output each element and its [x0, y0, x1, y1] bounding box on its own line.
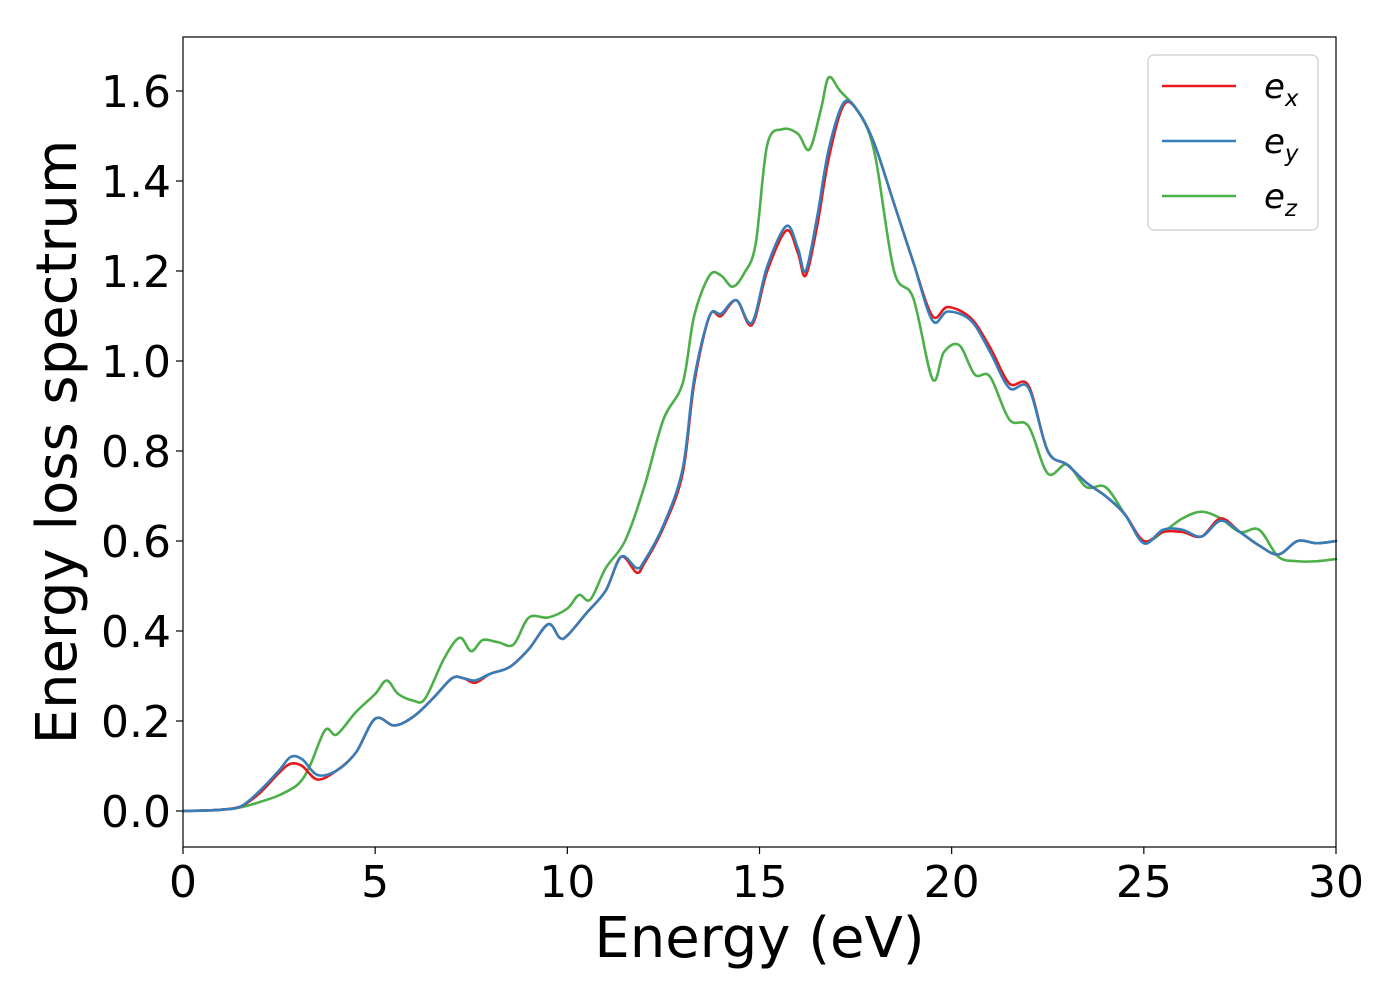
y-tick-label: 0.2	[101, 697, 171, 748]
y-tick-label: 1.4	[101, 157, 171, 208]
x-tick-label: 0	[169, 857, 197, 908]
series-line-ez	[181, 75, 1338, 813]
y-tick-label: 0.0	[101, 787, 171, 838]
legend-label-ex: ex	[1264, 67, 1299, 112]
plot-background	[183, 37, 1336, 847]
legend-label-base: e	[1264, 67, 1285, 107]
y-axis-ticks: 0.0 0.2 0.4 0.6 0.8 1.0 1.2 1.4 1.6	[101, 67, 183, 838]
legend-label-subscript: x	[1284, 86, 1299, 112]
legend-label-subscript: z	[1284, 196, 1298, 222]
x-tick-label: 5	[361, 857, 389, 908]
y-axis-label: Energy loss spectrum	[25, 140, 90, 745]
x-tick-label: 10	[539, 857, 595, 908]
x-tick-label: 20	[924, 857, 980, 908]
y-tick-label: 0.4	[101, 607, 171, 658]
series-layer	[181, 75, 1338, 813]
legend-frame	[1147, 54, 1319, 231]
x-tick-label: 30	[1308, 857, 1364, 908]
y-tick-label: 1.6	[101, 67, 171, 118]
y-tick-label: 1.2	[101, 247, 171, 298]
x-tick-label: 15	[732, 857, 788, 908]
legend-label-base: e	[1264, 177, 1285, 217]
y-tick-label: 1.0	[101, 337, 171, 388]
series-line-ey	[181, 99, 1338, 813]
plot-frame	[182, 36, 1337, 848]
legend-label-ez: ez	[1264, 177, 1298, 222]
legend-label-ey: ey	[1264, 122, 1299, 167]
x-axis-label: Energy (eV)	[594, 906, 924, 971]
y-tick-label: 0.8	[101, 427, 171, 478]
y-tick-label: 0.6	[101, 517, 171, 568]
x-tick-label: 25	[1116, 857, 1172, 908]
legend-label-base: e	[1264, 122, 1285, 162]
x-axis-ticks: 0 5 10 15 20 25 30	[169, 847, 1364, 908]
legend-label-subscript: y	[1284, 141, 1299, 167]
